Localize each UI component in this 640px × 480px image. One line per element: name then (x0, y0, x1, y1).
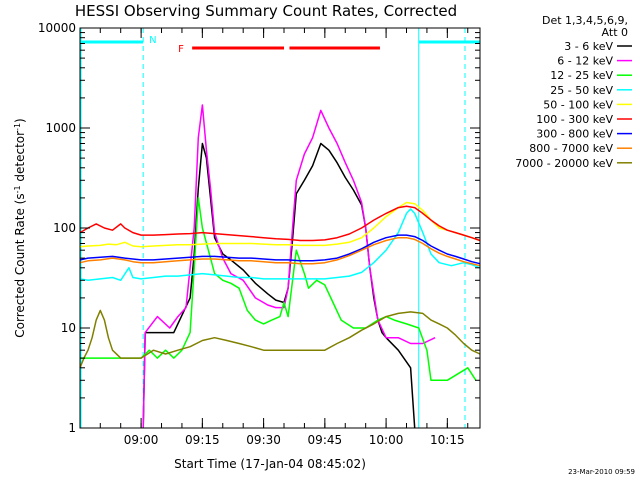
plot-timestamp: 23-Mar-2010 09:59 (568, 468, 635, 476)
legend-entry-label: 6 - 12 keV (557, 55, 613, 68)
axes-layer: 1 10 100 1000 10000 09:00 09:15 09:30 09:45 10:00… (38, 21, 481, 447)
x-tick-label: 09:30 (246, 433, 281, 447)
y-axis-label-main: Corrected Count Rate (s (13, 193, 27, 337)
x-tick-label: 09:00 (124, 433, 159, 447)
y-axis-label-sup2: -1 (13, 123, 22, 131)
y-tick-label: 10000 (38, 21, 76, 35)
series-line-4 (79, 208, 481, 282)
legend-header-line: Att 0 (602, 26, 628, 39)
y-tick-label: 10 (61, 321, 76, 335)
legend-header-line: Det 1,3,4,5,6,9, (542, 14, 628, 27)
legend-entry-label: 100 - 300 keV (536, 113, 613, 126)
x-tick-label: 10:15 (430, 433, 465, 447)
y-tick-label: 1000 (45, 121, 76, 135)
legend-entry-label: 7000 - 20000 keV (515, 157, 613, 170)
night-flag-label: N (149, 35, 156, 46)
y-axis-label-sup1: -1 (13, 185, 22, 193)
series-line-5 (79, 201, 481, 248)
x-axis-label: Start Time (17-Jan-04 08:45:02) (174, 457, 366, 471)
y-tick-label: 1 (68, 421, 76, 435)
series-line-2 (142, 104, 436, 429)
legend-entry-label: 800 - 7000 keV (529, 142, 613, 155)
legend-entry-label: 25 - 50 keV (550, 84, 613, 97)
x-tick-label: 09:45 (308, 433, 343, 447)
y-tick-label: 100 (53, 221, 76, 235)
y-axis-label: Corrected Count Rate (s-1 detector-1) (13, 118, 27, 337)
y-axis-label-end: ) (13, 118, 27, 123)
legend-entry-label: 3 - 6 keV (564, 40, 613, 53)
series-line-7 (79, 234, 481, 265)
series-layer (79, 104, 481, 429)
series-line-8 (79, 236, 481, 267)
legend: Det 1,3,4,5,6,9,Att 03 - 6 keV 6 - 12 keV… (515, 14, 632, 170)
chart-title: HESSI Observing Summary Count Rates, Cor… (75, 2, 457, 20)
y-axis-label-mid: detector (13, 131, 27, 186)
legend-entry-label: 12 - 25 keV (550, 69, 613, 82)
legend-entry-label: 300 - 800 keV (536, 128, 613, 141)
series-line-9 (79, 309, 481, 369)
x-tick-label: 10:00 (369, 433, 404, 447)
x-tick-label: 09:15 (185, 433, 220, 447)
series-line-6 (79, 205, 481, 242)
legend-entry-label: 50 - 100 keV (543, 98, 613, 111)
flare-flag-label: F (178, 44, 184, 55)
